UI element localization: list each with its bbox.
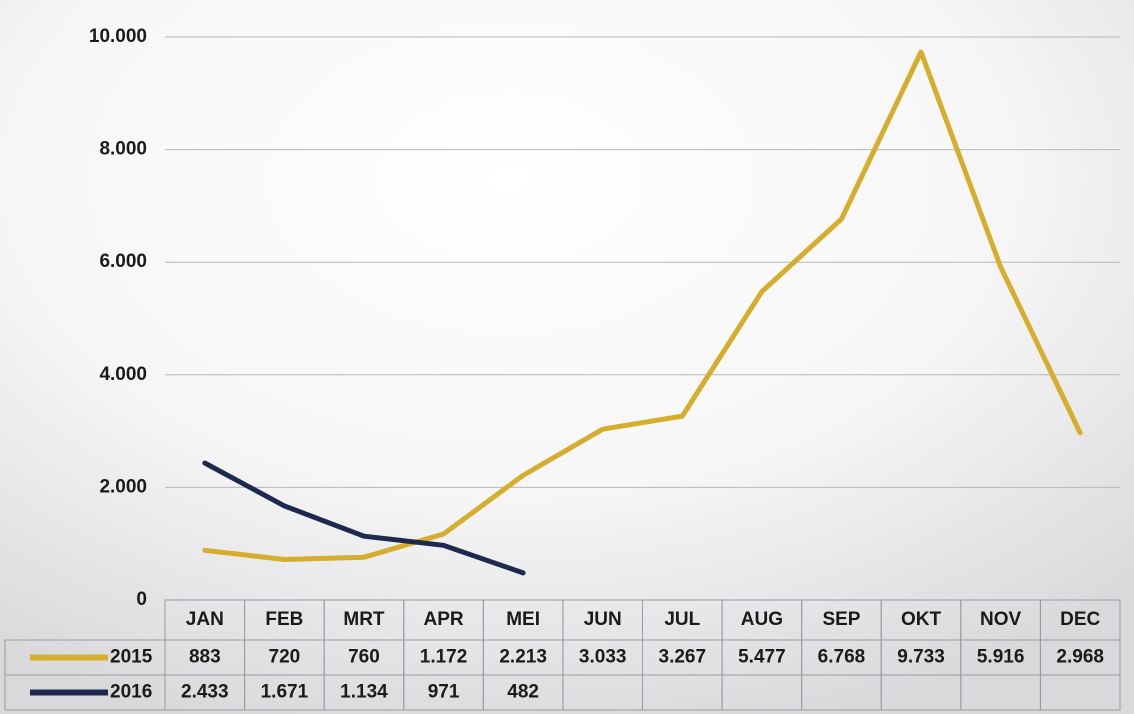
legend-label: 2016 — [110, 682, 152, 703]
table-value: 5.916 — [977, 647, 1025, 668]
x-tick-label: NOV — [980, 609, 1022, 630]
series-line — [202, 49, 1083, 562]
x-tick-label: MEI — [506, 609, 540, 630]
x-tick-label: DEC — [1060, 609, 1100, 630]
y-tick-label: 8.000 — [99, 139, 147, 160]
y-tick-label: 4.000 — [99, 364, 147, 385]
y-tick-label: 10.000 — [89, 26, 147, 47]
table-value: 9.733 — [897, 647, 945, 668]
x-tick-label: JUL — [664, 609, 700, 630]
table-value: 2.968 — [1056, 647, 1104, 668]
table-value: 971 — [428, 682, 460, 703]
x-tick-label: AUG — [741, 609, 783, 630]
table-value: 2.433 — [181, 682, 229, 703]
x-tick-label: JAN — [186, 609, 224, 630]
x-tick-label: FEB — [265, 609, 303, 630]
table-cell — [4, 674, 166, 711]
legend-label: 2015 — [110, 647, 153, 668]
table-value: 6.768 — [818, 647, 866, 668]
x-tick-label: APR — [423, 609, 463, 630]
x-tick-label: JUN — [584, 609, 622, 630]
table-value: 3.267 — [659, 647, 707, 668]
table-value: 482 — [507, 682, 539, 703]
x-tick-label: MRT — [343, 609, 385, 630]
table-value: 1.134 — [340, 682, 388, 703]
table-value: 720 — [269, 647, 301, 668]
series-line — [202, 460, 526, 576]
table-value: 5.477 — [738, 647, 786, 668]
y-tick-label: 0 — [136, 589, 147, 610]
table-value: 3.033 — [579, 647, 627, 668]
table-value: 760 — [348, 647, 380, 668]
table-value: 2.213 — [499, 647, 547, 668]
y-tick-label: 2.000 — [99, 476, 147, 497]
x-tick-label: SEP — [822, 609, 860, 630]
table-value: 883 — [189, 647, 221, 668]
table-cell — [1039, 674, 1121, 711]
table-value: 1.172 — [420, 647, 468, 668]
x-tick-label: OKT — [901, 609, 942, 630]
table-value: 1.671 — [261, 682, 309, 703]
y-tick-label: 6.000 — [99, 251, 147, 272]
